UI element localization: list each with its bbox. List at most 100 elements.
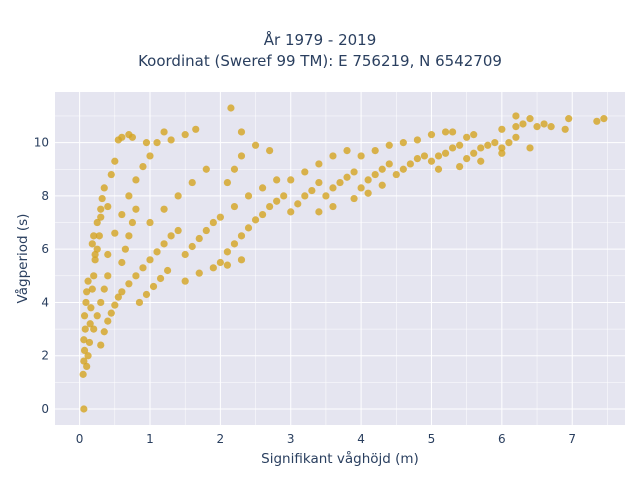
data-point <box>139 264 147 272</box>
data-point <box>118 133 126 141</box>
data-point <box>266 202 274 211</box>
data-point <box>209 264 217 272</box>
data-point <box>540 120 548 128</box>
data-point <box>477 144 485 152</box>
data-point <box>181 277 189 285</box>
data-point <box>512 133 520 141</box>
data-point <box>80 357 88 365</box>
data-point <box>463 155 471 163</box>
data-point <box>385 141 393 149</box>
data-point <box>188 178 196 187</box>
data-point <box>491 139 499 147</box>
data-point <box>146 152 154 160</box>
data-point <box>88 285 96 293</box>
data-point <box>132 272 140 280</box>
data-point <box>128 218 137 227</box>
data-point <box>174 226 182 235</box>
data-point <box>142 290 151 299</box>
x-tick-label: 5 <box>428 432 436 446</box>
data-point <box>230 240 239 248</box>
data-point <box>90 325 98 333</box>
data-point <box>237 152 246 160</box>
data-point <box>98 194 106 203</box>
data-point <box>160 205 168 213</box>
data-point <box>104 250 112 259</box>
data-point <box>343 147 351 155</box>
plot-area <box>55 92 625 425</box>
data-point <box>139 162 147 171</box>
data-point <box>526 144 534 152</box>
data-point <box>364 176 372 184</box>
data-point <box>79 370 87 378</box>
data-point <box>237 128 246 136</box>
data-point <box>192 125 200 133</box>
data-point <box>90 272 98 280</box>
data-point <box>111 229 119 237</box>
data-point <box>237 232 246 240</box>
data-point <box>343 173 351 181</box>
data-point <box>463 133 471 141</box>
data-point <box>84 352 92 360</box>
data-point <box>95 232 103 240</box>
data-point <box>202 226 210 235</box>
data-point <box>153 139 161 147</box>
data-point <box>107 309 115 317</box>
data-point <box>336 178 344 187</box>
data-point <box>251 216 260 224</box>
data-point <box>533 123 541 131</box>
data-point <box>287 208 295 216</box>
data-point <box>118 288 126 296</box>
data-point <box>470 149 478 157</box>
data-point <box>80 312 89 320</box>
data-point <box>329 184 337 192</box>
data-point <box>85 338 94 347</box>
data-point <box>498 125 506 133</box>
data-point <box>413 136 422 144</box>
data-point <box>244 192 253 200</box>
data-point <box>413 155 422 163</box>
data-point <box>146 256 154 264</box>
data-point <box>456 141 464 149</box>
y-tick-label: 2 <box>41 349 49 363</box>
data-point <box>448 144 457 152</box>
data-point <box>223 178 232 187</box>
data-point <box>181 250 189 259</box>
data-point <box>97 341 105 349</box>
data-point <box>223 248 232 256</box>
data-point <box>202 165 210 173</box>
data-point <box>160 128 168 136</box>
data-point <box>371 147 379 155</box>
data-point <box>406 160 414 168</box>
data-point <box>118 210 126 219</box>
data-points <box>79 104 608 413</box>
data-point <box>399 165 407 173</box>
data-point <box>156 274 165 283</box>
data-point <box>484 141 492 149</box>
data-point <box>104 202 112 211</box>
data-point <box>385 160 393 168</box>
data-point <box>251 141 260 149</box>
data-point <box>308 186 316 195</box>
data-point <box>427 157 436 165</box>
data-point <box>364 189 372 197</box>
data-point <box>273 176 281 184</box>
data-point <box>88 240 96 248</box>
data-point <box>512 123 520 131</box>
data-point <box>266 147 274 155</box>
data-point <box>97 213 105 221</box>
x-tick-label: 6 <box>498 432 506 446</box>
data-point <box>163 266 172 275</box>
data-point <box>80 405 88 413</box>
x-tick-label: 3 <box>287 432 295 446</box>
data-point <box>160 240 168 248</box>
data-point <box>477 157 485 165</box>
data-point <box>86 320 94 328</box>
data-point <box>87 304 95 312</box>
data-point <box>121 245 129 253</box>
data-point <box>93 218 101 227</box>
data-point <box>167 232 175 240</box>
data-point <box>498 149 506 157</box>
data-point <box>565 115 573 123</box>
data-point <box>107 170 115 179</box>
